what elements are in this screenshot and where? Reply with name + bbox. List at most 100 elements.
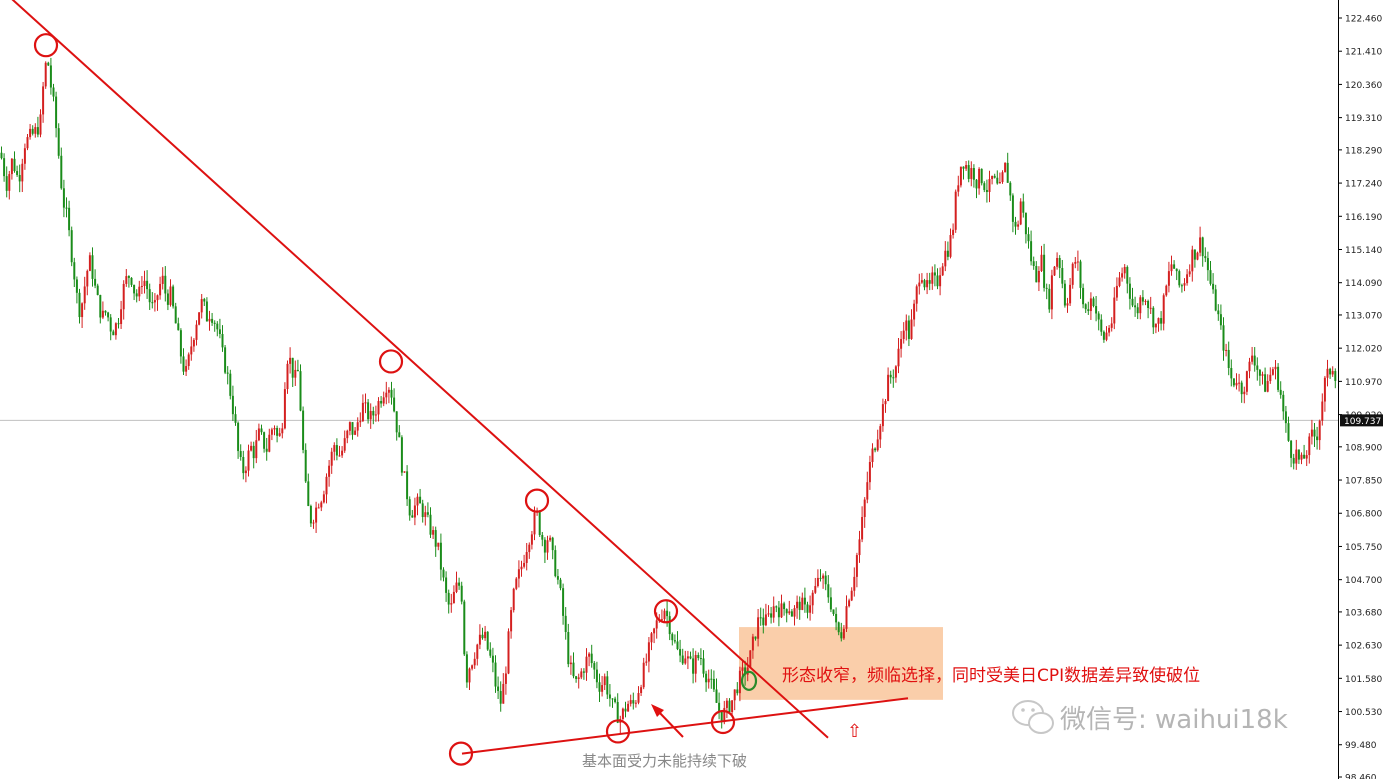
candle-body: [434, 530, 437, 547]
candle-body: [1037, 270, 1040, 283]
candle-body: [426, 512, 429, 515]
candle-body: [767, 613, 770, 615]
candle-body: [533, 512, 536, 535]
candle-body: [127, 276, 130, 278]
candle-body: [491, 655, 494, 663]
candle-body: [36, 127, 39, 135]
candle-body: [902, 330, 905, 340]
candle-body: [996, 177, 999, 184]
candle-body: [278, 433, 281, 436]
candle-body: [1139, 297, 1142, 314]
candle-body: [983, 183, 986, 190]
candle-body: [601, 685, 604, 692]
candle-body: [1310, 429, 1313, 437]
candle-body: [585, 656, 588, 673]
candle-body: [939, 275, 942, 287]
candle-body: [1019, 201, 1022, 225]
candle-body: [1183, 283, 1186, 286]
candle-body: [203, 299, 206, 302]
candle-body: [42, 86, 45, 115]
candle-body: [192, 339, 195, 347]
candle-body: [588, 653, 591, 657]
candle-body: [907, 320, 910, 339]
candle-body: [705, 673, 708, 683]
candle-body: [978, 168, 981, 189]
candle-body: [328, 465, 331, 477]
candle-body: [530, 534, 533, 545]
candle-body: [187, 354, 190, 367]
candle-body: [1201, 237, 1204, 257]
candle-body: [73, 262, 76, 280]
candle-body: [18, 174, 21, 182]
candle-body: [790, 611, 793, 617]
price-axis: 122.460 121.410 120.360 119.310 118.290 117.2…: [1338, 15, 1382, 779]
candle-body: [913, 303, 916, 320]
candle-body: [718, 702, 721, 712]
candle-body: [393, 397, 396, 412]
price-tick-label: 117.240: [1345, 180, 1382, 190]
candle-body: [1089, 298, 1092, 312]
candle-body: [1141, 297, 1144, 302]
candle-body: [1253, 355, 1256, 366]
candle-body: [686, 656, 689, 659]
candle-body: [1004, 162, 1007, 173]
candle-body: [884, 401, 887, 405]
candle-body: [1110, 323, 1113, 328]
price-tick-label: 120.360: [1345, 81, 1382, 91]
candle-body: [772, 606, 775, 618]
candle-body: [926, 280, 929, 288]
candle-body: [1147, 300, 1150, 308]
candle-body: [1308, 436, 1311, 456]
candle-body: [226, 372, 229, 374]
candle-body: [1048, 288, 1051, 310]
candle-body: [824, 575, 827, 585]
candle-body: [400, 437, 403, 473]
candle-body: [335, 445, 338, 456]
candle-body: [361, 402, 364, 422]
candle-body: [55, 96, 58, 129]
candle-body: [1240, 382, 1243, 395]
candle-body: [1274, 366, 1277, 370]
candle-body: [710, 678, 713, 680]
candle-body: [569, 662, 572, 665]
candle-body: [1071, 263, 1074, 285]
candle-body: [468, 668, 471, 683]
candle-body: [250, 445, 253, 451]
candle-body: [374, 414, 377, 416]
candle-body: [49, 65, 52, 88]
candle-body: [29, 128, 32, 138]
candle-body: [148, 289, 151, 303]
candle-body: [432, 530, 435, 535]
price-tick-label: 104.700: [1345, 576, 1382, 586]
candle-body: [538, 511, 541, 535]
candle-body: [299, 371, 302, 411]
candle-body: [125, 276, 128, 284]
candle-body: [991, 175, 994, 180]
candle-body: [1186, 274, 1189, 284]
candle-body: [842, 628, 845, 639]
candle-body: [1326, 368, 1329, 378]
candle-body: [611, 698, 614, 700]
candle-body: [460, 585, 463, 602]
candle-body: [681, 655, 684, 664]
candle-body: [476, 644, 479, 659]
candle-body: [1175, 268, 1178, 272]
candle-body: [1269, 374, 1272, 382]
candle-body: [998, 182, 1001, 184]
candle-body: [413, 505, 416, 518]
candle-body: [382, 397, 385, 404]
candle-body: [478, 634, 481, 645]
candle-body: [1074, 261, 1077, 264]
candle-body: [957, 185, 960, 192]
circle-marker: [448, 741, 474, 766]
candle-body: [351, 422, 354, 435]
candle-body: [411, 515, 414, 518]
candle-body: [749, 650, 752, 668]
candle-body: [845, 606, 848, 629]
candle-body: [1323, 377, 1326, 402]
candle-body: [200, 299, 203, 313]
candle-body: [21, 163, 24, 182]
candle-body: [1217, 310, 1220, 315]
candle-body: [887, 374, 890, 402]
candle-body: [289, 357, 292, 364]
